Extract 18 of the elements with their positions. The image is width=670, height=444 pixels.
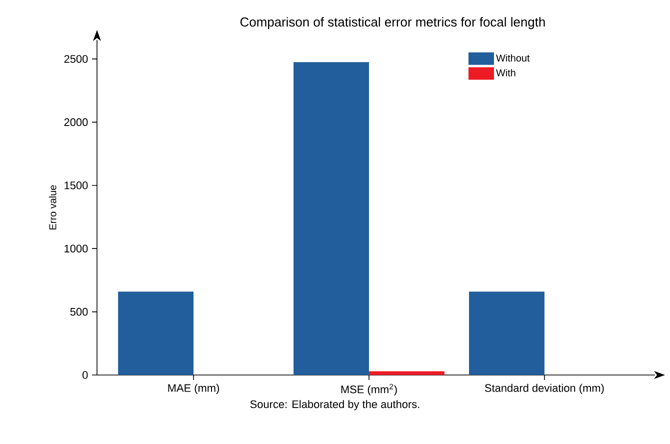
- y-tick-label: 1000: [64, 244, 88, 252]
- y-tick-label: 2500: [64, 55, 88, 63]
- bar: [368, 371, 444, 375]
- y-tick-label: 1500: [64, 182, 88, 190]
- x-tick-label: Standard deviation (mm): [484, 384, 604, 394]
- x-tick-label: MAE (mm): [168, 384, 219, 394]
- x-tick-label: MSE (mm$^{2}$): [341, 384, 397, 396]
- source-note: Source: Elaborated by the authors.: [250, 400, 420, 410]
- legend-label: With: [496, 69, 516, 76]
- y-tick-label: 500: [70, 308, 88, 316]
- y-tick-label: 2000: [64, 118, 88, 126]
- legend-label: Without: [496, 54, 530, 62]
- bar: [118, 292, 194, 375]
- y-tick-label: 0: [82, 371, 88, 379]
- y-axis-title: Erro value: [48, 185, 56, 230]
- bar: [469, 292, 544, 375]
- bar: [294, 62, 369, 375]
- chart-title: Comparison of statistical error metrics for focal length: [240, 17, 545, 30]
